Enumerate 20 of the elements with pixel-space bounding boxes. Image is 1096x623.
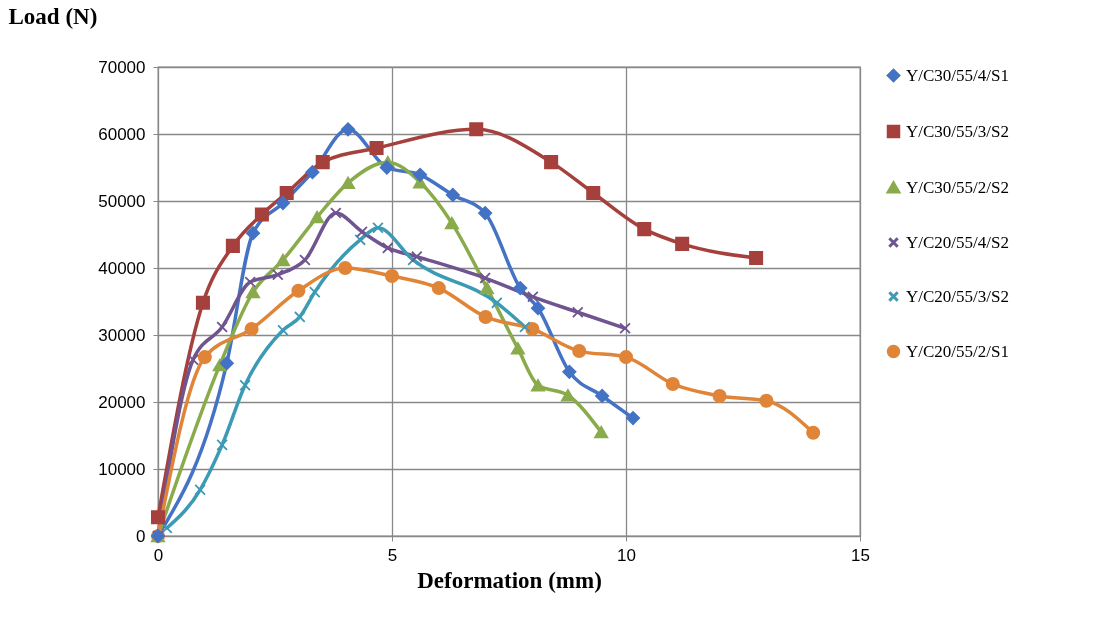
y-tick-label: 70000 <box>98 57 146 77</box>
y-tick-label: 30000 <box>98 325 146 345</box>
legend-label: Y/C20/55/2/S1 <box>906 341 1009 361</box>
legend-label: Y/C30/55/2/S2 <box>906 177 1009 197</box>
y-axis-title: Load (N) <box>8 3 98 29</box>
legend-label: Y/C30/55/4/S1 <box>906 65 1009 85</box>
x-tick-label: 15 <box>851 545 870 565</box>
x-axis-title: Deformation (mm) <box>417 567 602 593</box>
x-tick-label: 5 <box>387 545 398 565</box>
y-tick-label: 50000 <box>98 191 146 211</box>
x-tick-label: 10 <box>617 545 636 565</box>
legend-label: Y/C20/55/4/S2 <box>906 232 1009 252</box>
legend-label: Y/C20/55/3/S2 <box>906 286 1009 306</box>
y-tick-label: 20000 <box>98 392 146 412</box>
legend-label: Y/C30/55/3/S2 <box>906 121 1009 141</box>
x-tick-label: 0 <box>153 545 164 565</box>
y-tick-label: 0 <box>136 526 146 546</box>
y-tick-label: 10000 <box>98 459 146 479</box>
y-tick-label: 60000 <box>98 124 146 144</box>
y-tick-label: 40000 <box>98 258 146 278</box>
